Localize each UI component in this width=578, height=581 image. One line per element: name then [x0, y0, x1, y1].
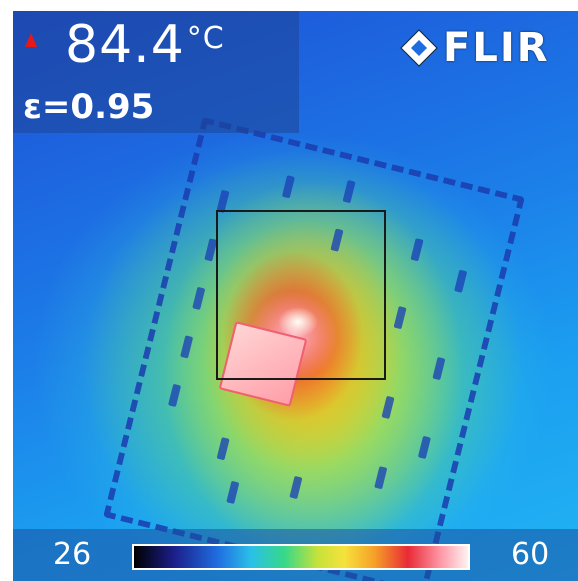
- pad: [168, 383, 182, 408]
- temperature-unit: °C: [186, 21, 225, 56]
- pad: [374, 466, 388, 490]
- pad: [410, 238, 424, 262]
- pad: [289, 475, 303, 500]
- pad: [417, 435, 431, 460]
- scale-min-label: 26: [53, 537, 92, 572]
- pad: [393, 306, 407, 330]
- emissivity-value: ε=0.95: [23, 87, 155, 127]
- pad: [192, 286, 206, 311]
- pad: [381, 395, 395, 420]
- pad: [180, 335, 194, 359]
- flir-logo: FLIR: [399, 25, 550, 71]
- measurement-box: [216, 210, 386, 380]
- pad: [281, 175, 295, 199]
- pad: [454, 269, 468, 293]
- pad: [216, 437, 230, 461]
- heat-zone-peak: [278, 307, 318, 337]
- color-palette-bar: [132, 544, 470, 570]
- pad: [226, 480, 240, 505]
- max-temperature: 84.4°C: [65, 15, 225, 75]
- pad: [342, 179, 356, 204]
- temperature-scale: 26 60: [13, 529, 578, 581]
- flir-logo-text: FLIR: [443, 25, 550, 71]
- thermal-image: 84.4°C ε=0.95 FLIR 26 60: [13, 11, 578, 581]
- temperature-value: 84.4: [65, 15, 185, 75]
- flir-diamond-icon: [400, 29, 438, 67]
- pad: [432, 356, 446, 381]
- temperature-readout-panel: 84.4°C ε=0.95: [13, 11, 299, 133]
- scale-max-label: 60: [511, 537, 550, 572]
- red-up-triangle-icon: [25, 33, 37, 47]
